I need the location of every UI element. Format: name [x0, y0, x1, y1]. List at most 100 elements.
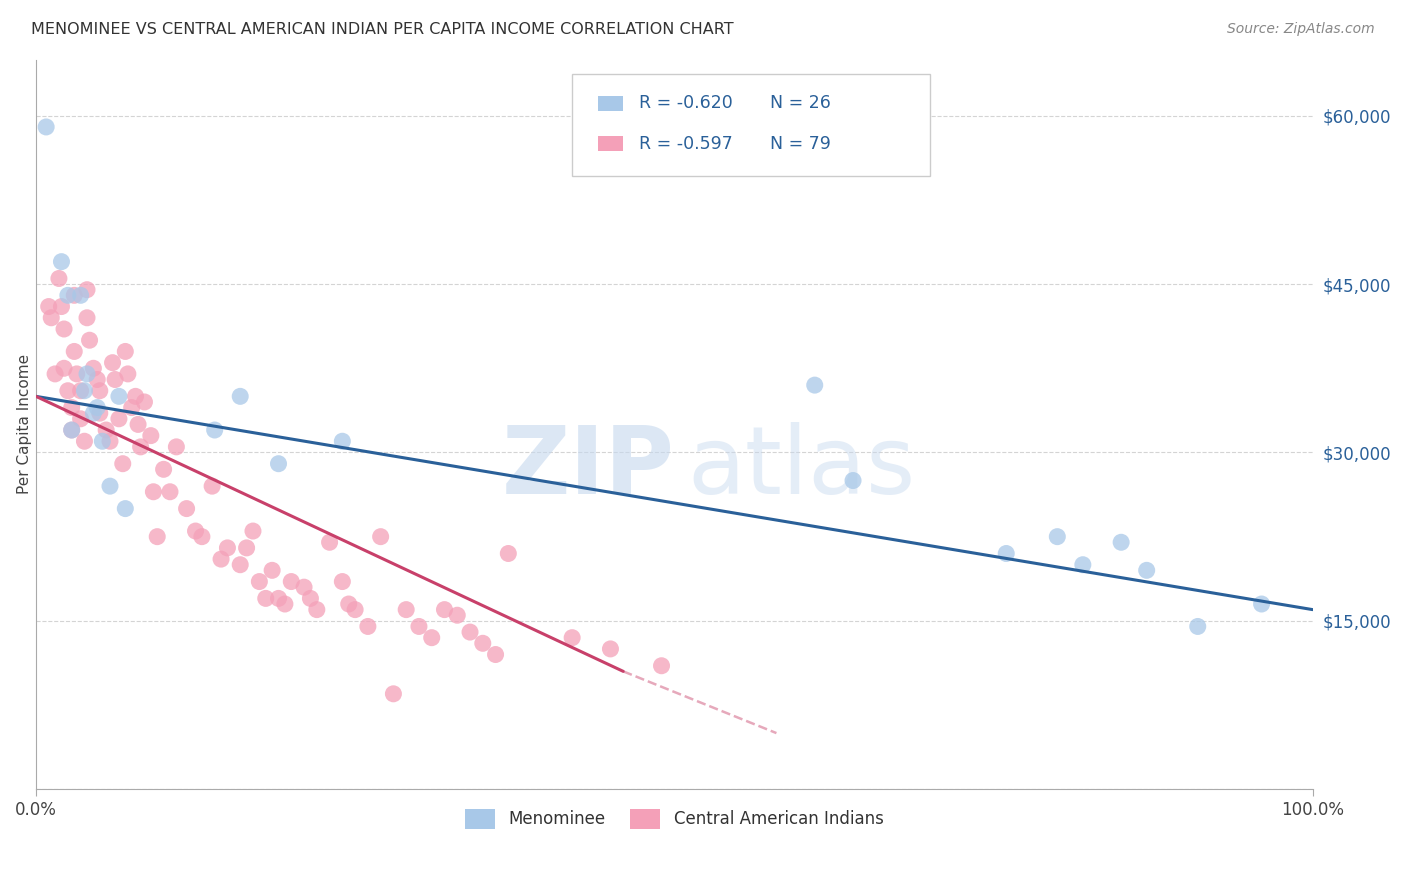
Point [217, 541, 239, 555]
Point [242, 524, 264, 538]
Point [89, 384, 111, 398]
Point [184, 524, 207, 538]
Point [305, 602, 328, 616]
Point [235, 541, 257, 555]
Point [142, 484, 165, 499]
Point [299, 591, 322, 606]
Text: MENOMINEE VS CENTRAL AMERICAN INDIAN PER CAPITA INCOME CORRELATION CHART: MENOMINEE VS CENTRAL AMERICAN INDIAN PER… [31, 22, 734, 37]
FancyBboxPatch shape [598, 136, 623, 151]
Point [1250, 597, 1272, 611]
Point [104, 372, 127, 386]
Point [344, 602, 367, 616]
Point [38, 300, 60, 314]
Point [267, 457, 290, 471]
Point [117, 367, 139, 381]
Point [129, 440, 152, 454]
Point [254, 591, 277, 606]
Point [395, 602, 418, 616]
Point [76, 283, 98, 297]
Point [484, 648, 506, 662]
Point [134, 395, 156, 409]
Point [96, 423, 118, 437]
Point [433, 602, 456, 616]
Text: R = -0.597: R = -0.597 [638, 135, 733, 153]
Point [66, 367, 89, 381]
Text: atlas: atlas [688, 422, 915, 514]
Point [73, 434, 96, 449]
Point [561, 631, 583, 645]
Point [165, 440, 187, 454]
Point [86, 401, 108, 415]
Point [121, 401, 143, 415]
Point [337, 597, 360, 611]
Point [56, 384, 79, 398]
Point [53, 361, 76, 376]
Point [51, 254, 73, 268]
Point [146, 530, 169, 544]
Point [1046, 530, 1069, 544]
Text: R = -0.620: R = -0.620 [638, 95, 733, 112]
Point [60, 423, 83, 437]
Point [101, 356, 124, 370]
Point [446, 608, 468, 623]
Point [98, 479, 121, 493]
Point [63, 288, 86, 302]
Point [262, 563, 284, 577]
Point [76, 367, 98, 381]
Point [176, 501, 198, 516]
Point [108, 412, 131, 426]
Point [124, 389, 146, 403]
Point [127, 417, 149, 432]
Point [1187, 619, 1209, 633]
Point [292, 580, 315, 594]
Point [56, 288, 79, 302]
Point [1136, 563, 1159, 577]
Point [35, 120, 58, 134]
Point [191, 530, 214, 544]
Point [152, 462, 174, 476]
Point [98, 434, 121, 449]
Point [498, 547, 520, 561]
Point [370, 530, 392, 544]
Point [1071, 558, 1094, 572]
Point [51, 300, 73, 314]
Point [76, 310, 98, 325]
Point [201, 479, 224, 493]
Point [599, 641, 621, 656]
Point [267, 591, 290, 606]
Point [114, 344, 136, 359]
Point [114, 501, 136, 516]
Point [995, 547, 1018, 561]
Point [89, 406, 111, 420]
Point [1109, 535, 1132, 549]
Point [139, 428, 162, 442]
Point [420, 631, 443, 645]
Point [63, 344, 86, 359]
Point [357, 619, 380, 633]
Point [330, 574, 353, 589]
Point [318, 535, 340, 549]
Point [842, 474, 865, 488]
Point [44, 367, 66, 381]
Point [82, 361, 104, 376]
Point [108, 389, 131, 403]
Point [73, 384, 96, 398]
Text: ZIP: ZIP [502, 422, 675, 514]
Legend: Menominee, Central American Indians: Menominee, Central American Indians [458, 802, 890, 836]
FancyBboxPatch shape [598, 96, 623, 111]
Point [247, 574, 270, 589]
Point [60, 401, 83, 415]
Point [48, 271, 70, 285]
Point [53, 322, 76, 336]
Text: N = 26: N = 26 [770, 95, 831, 112]
Point [330, 434, 353, 449]
Point [111, 457, 134, 471]
Point [382, 687, 405, 701]
Point [159, 484, 181, 499]
Point [209, 552, 232, 566]
Point [458, 625, 481, 640]
Text: Source: ZipAtlas.com: Source: ZipAtlas.com [1227, 22, 1375, 37]
Text: N = 79: N = 79 [770, 135, 831, 153]
Point [91, 434, 114, 449]
Point [39, 310, 62, 325]
